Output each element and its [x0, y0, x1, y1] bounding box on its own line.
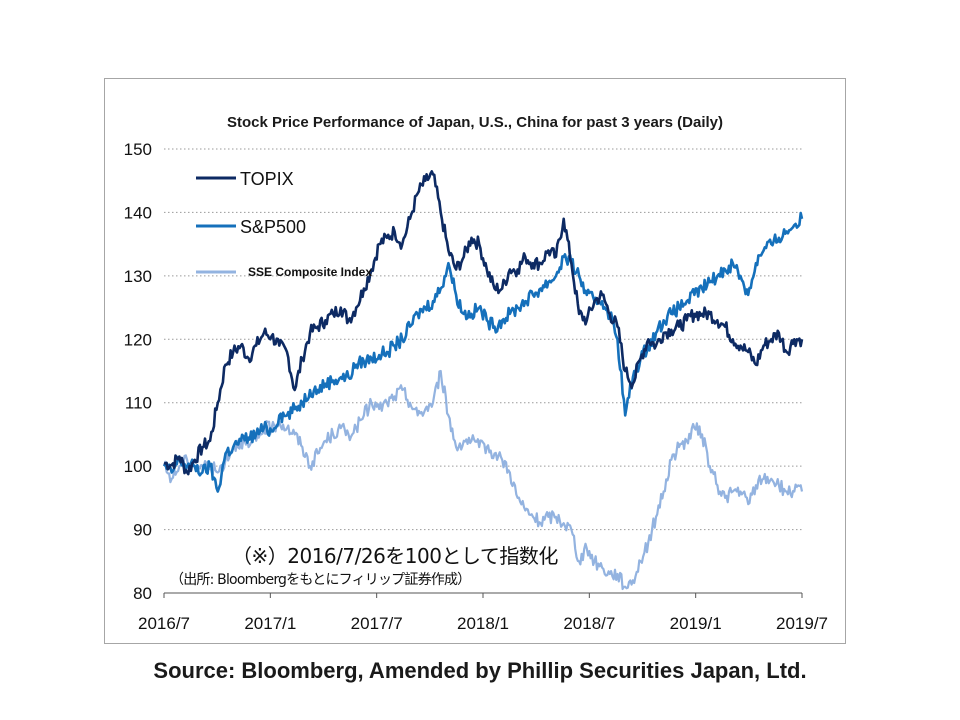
- x-tick-label: 2018/7: [563, 614, 615, 633]
- series-layer: [162, 170, 804, 591]
- y-tick-label: 150: [124, 140, 152, 159]
- legend-label: TOPIX: [240, 169, 294, 189]
- y-tick-label: 130: [124, 267, 152, 286]
- legend: TOPIX S&P500 SSE Composite Index: [196, 169, 372, 279]
- x-tick-label: 2019/7: [776, 614, 828, 633]
- source-footer: Source: Bloomberg, Amended by Phillip Se…: [153, 658, 807, 683]
- legend-label: SSE Composite Index: [248, 265, 372, 279]
- x-tick-label: 2016/7: [138, 614, 190, 633]
- y-tick-label: 90: [133, 521, 152, 540]
- chart-frame: [104, 78, 846, 644]
- x-tick-label: 2017/1: [244, 614, 296, 633]
- y-tick-label: 140: [124, 203, 152, 222]
- series-line-topix: [163, 170, 804, 476]
- axis-layer: 80 90 100 110 120 130 140 150 2016/7 2017/1 2017/7…: [124, 140, 828, 633]
- y-tick-label: 100: [124, 457, 152, 476]
- y-tick-label: 110: [125, 394, 152, 413]
- chart-title: Stock Price Performance of Japan, U.S., …: [226, 114, 723, 131]
- y-tick-label: 120: [124, 330, 152, 349]
- y-tick-label: 80: [133, 584, 152, 603]
- x-tick-label: 2018/1: [457, 614, 509, 633]
- source-note-ja: （出所: Bloombergをもとにフィリップ証券作成）: [170, 572, 471, 588]
- series-line-s-p500: [162, 211, 804, 493]
- base-index-note: （※）2016/7/26を100として指数化: [232, 544, 558, 568]
- x-tick-label: 2019/1: [670, 614, 722, 633]
- x-tick-label: 2017/7: [351, 614, 403, 633]
- legend-label: S&P500: [240, 217, 306, 237]
